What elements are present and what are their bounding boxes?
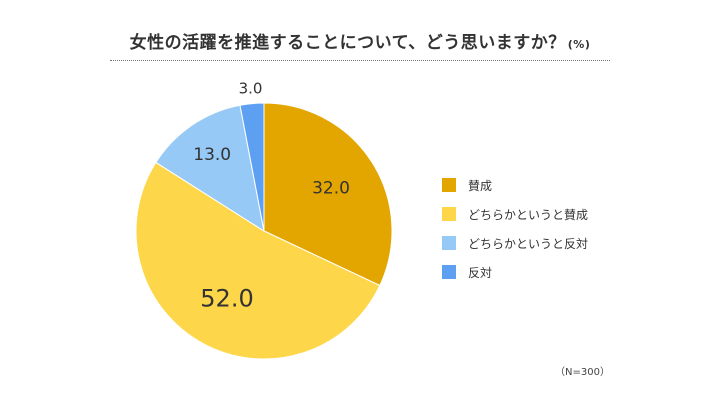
legend-item-sansei: 賛成 [442, 178, 588, 193]
slice-dochiraka-hantai [155, 104, 265, 233]
legend-item-dochiraka-sansei: どちらかというと賛成 [442, 207, 589, 222]
legend-label: どちらかというと賛成 [468, 207, 589, 222]
slice-sansei [263, 102, 393, 287]
legend-item-dochiraka-hantai: どちらかというと反対 [442, 236, 589, 251]
chart-title: 女性の活躍を推進することについて、どう思いますか？ (%) [0, 28, 720, 53]
legend-swatch [442, 207, 456, 221]
legend-swatch [442, 178, 456, 192]
legend-swatch [442, 236, 456, 250]
data-label: 32.0 [312, 178, 350, 198]
slice-hantai [239, 102, 265, 232]
sample-size-note: （N=300） [555, 367, 610, 378]
data-label: 52.0 [200, 284, 253, 312]
legend-swatch [442, 265, 456, 279]
legend: 賛成 どちらかというと賛成 どちらかというと反対 反対 [442, 178, 588, 294]
legend-label: 賛成 [468, 178, 493, 193]
data-label: 3.0 [239, 79, 263, 97]
chart-title-text: 女性の活躍を推進することについて、どう思いますか？ [129, 33, 566, 53]
slice-dochiraka-sansei [135, 161, 381, 360]
legend-label: どちらかというと反対 [468, 236, 589, 251]
legend-label: 反対 [468, 265, 493, 280]
title-divider [110, 60, 610, 61]
chart-unit: (%) [567, 38, 591, 51]
data-label: 13.0 [193, 145, 231, 165]
legend-item-hantai: 反対 [442, 265, 588, 280]
